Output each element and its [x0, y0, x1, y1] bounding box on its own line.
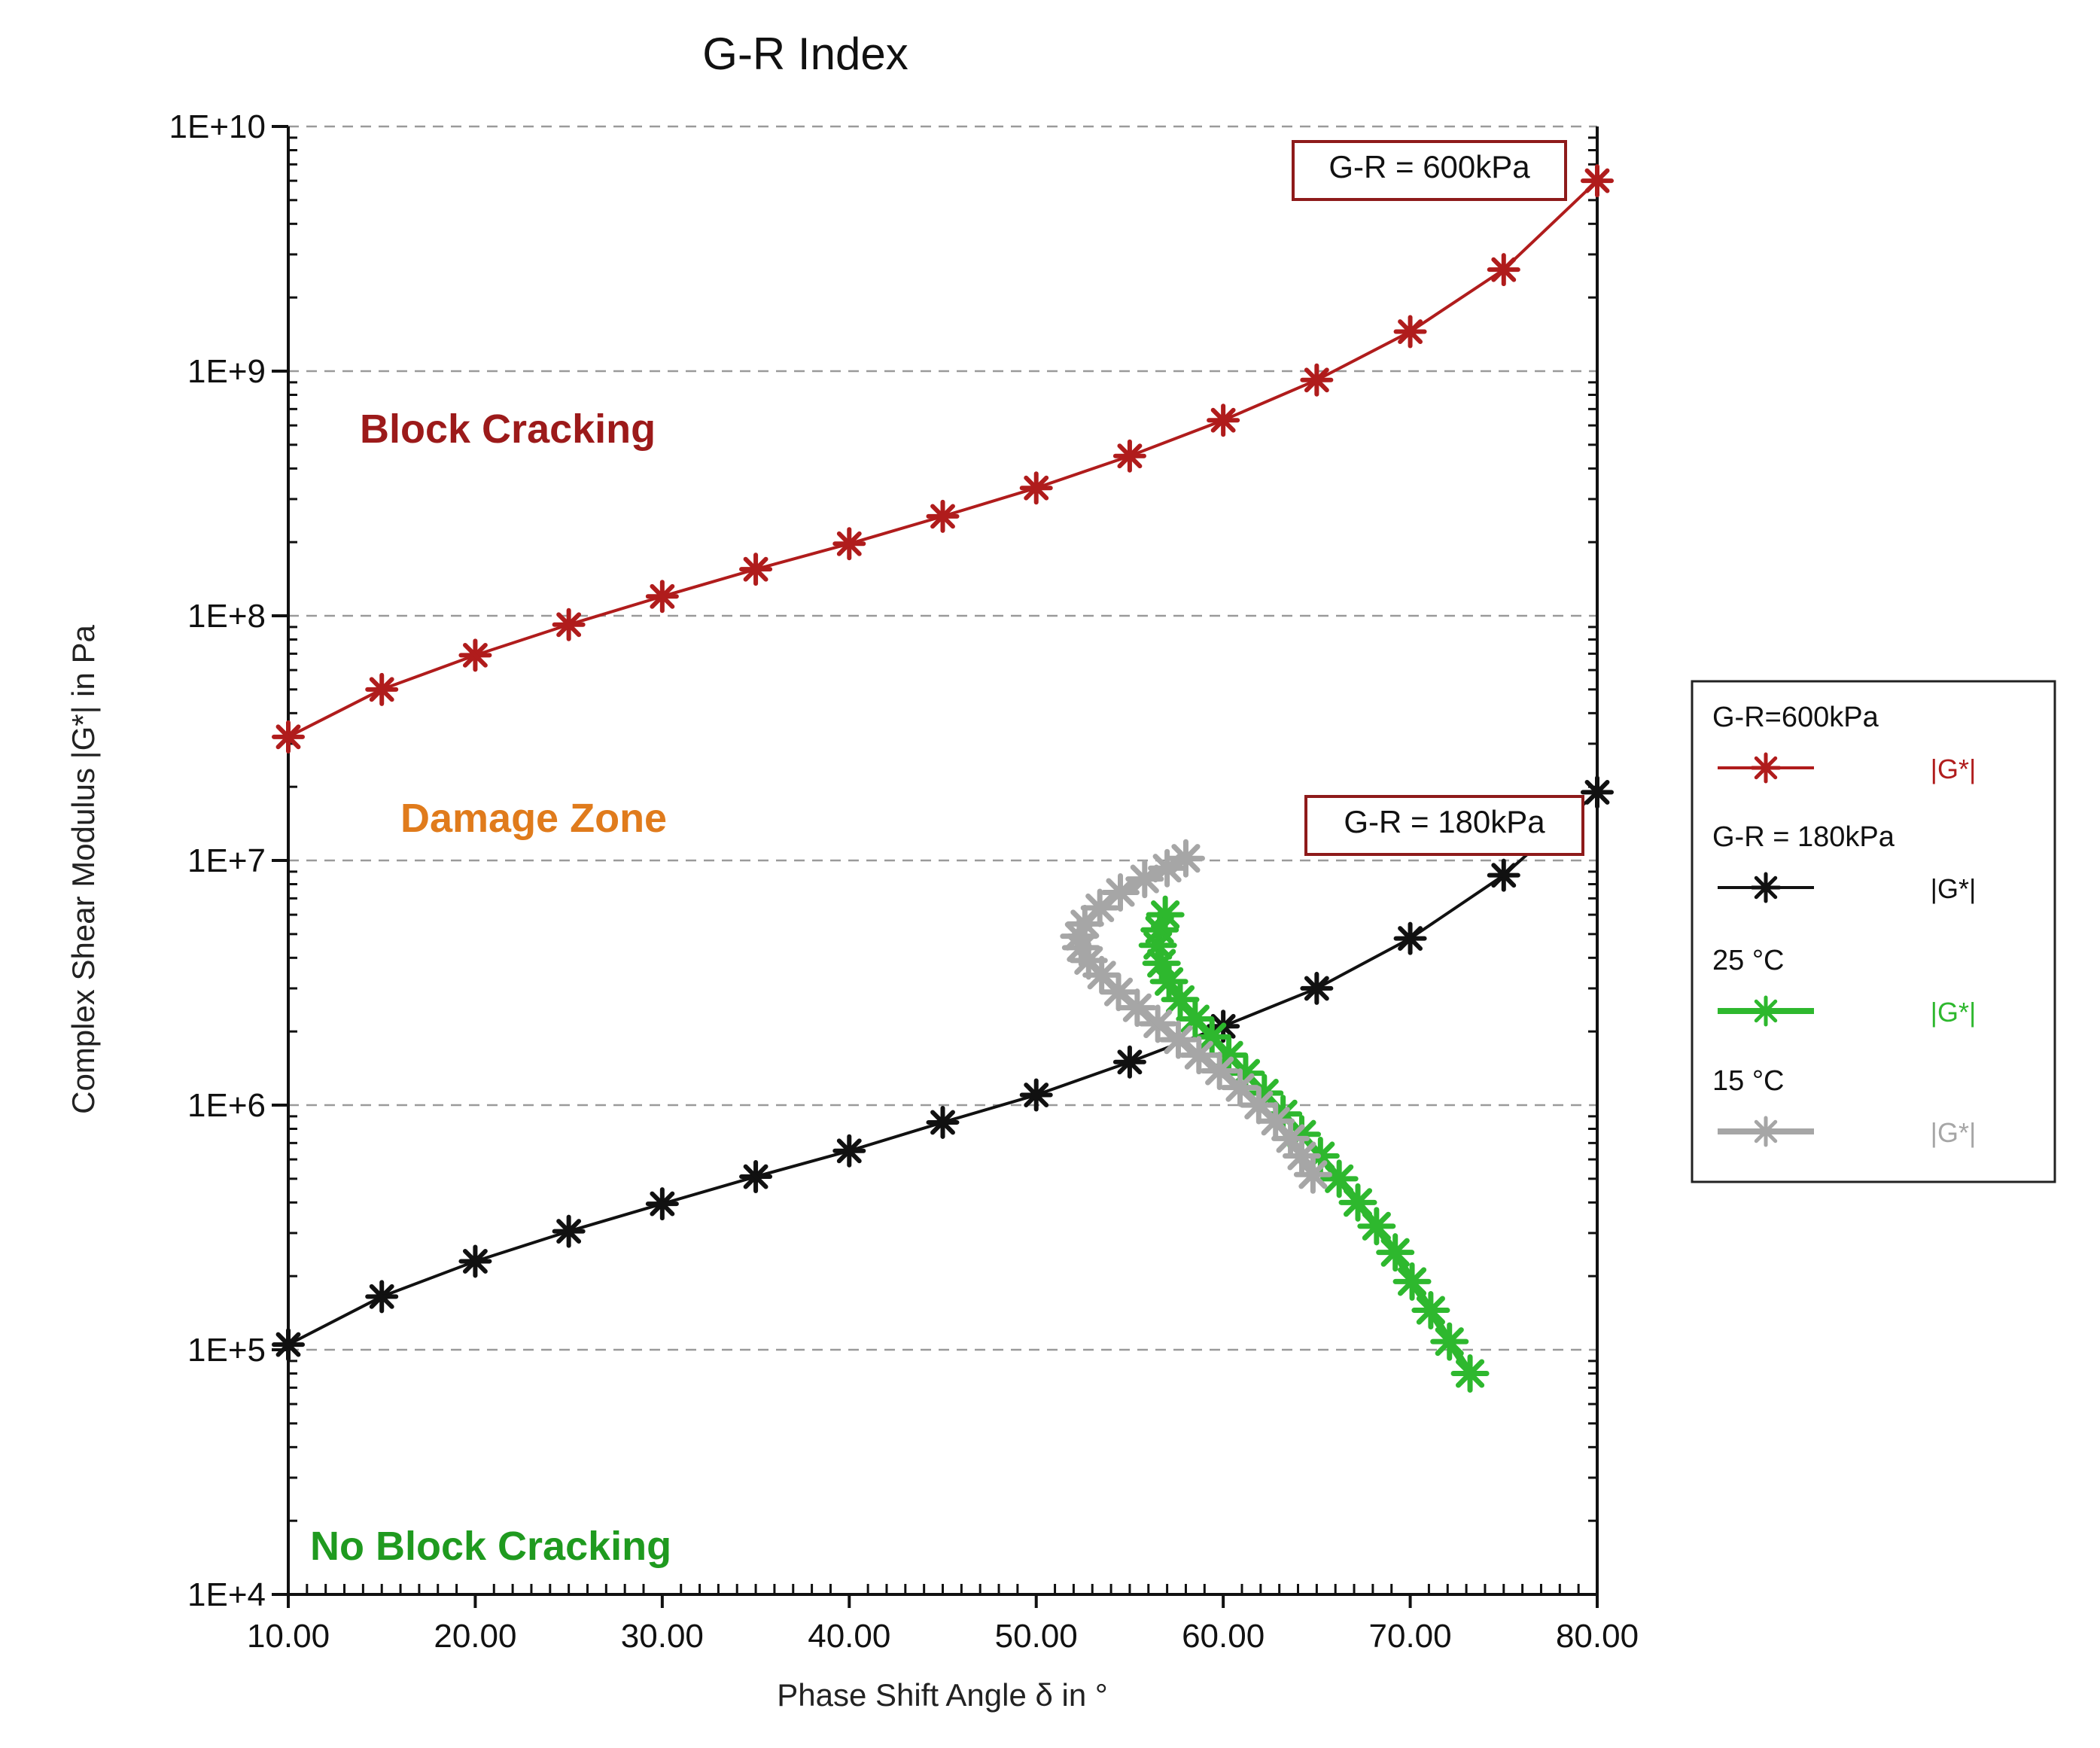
data-point — [926, 499, 960, 533]
series-3 — [1060, 839, 1332, 1194]
x-tick-label: 80.00 — [1556, 1618, 1639, 1655]
data-point — [272, 1328, 305, 1362]
data-point — [1161, 980, 1200, 1019]
data-point — [1319, 1159, 1359, 1198]
data-point — [552, 1214, 586, 1248]
legend-value: |G*| — [1931, 754, 1977, 784]
data-point — [832, 527, 866, 561]
legend-frame — [1691, 680, 2056, 1183]
data-point — [1179, 1036, 1219, 1075]
annotation-box-600kpa — [1292, 140, 1567, 201]
data-point — [926, 1105, 960, 1139]
data-point — [1487, 858, 1520, 892]
data-point — [1112, 439, 1146, 473]
data-point — [458, 1244, 492, 1278]
data-point — [1450, 1354, 1490, 1393]
y-tick-label: 1E+8 — [187, 598, 266, 635]
x-tick-label: 70.00 — [1369, 1618, 1452, 1655]
data-point — [1392, 1262, 1432, 1301]
x-tick-label: 50.00 — [995, 1618, 1078, 1655]
data-point — [1750, 995, 1782, 1027]
y-tick-label: 1E+7 — [187, 842, 266, 879]
data-point — [1393, 921, 1427, 955]
series-layer — [272, 164, 1614, 1393]
data-point — [1293, 1155, 1332, 1194]
x-tick-label: 10.00 — [247, 1618, 330, 1655]
data-point — [739, 553, 773, 586]
data-point — [1101, 872, 1140, 912]
data-point — [1750, 752, 1782, 784]
data-point — [272, 720, 305, 754]
legend-value: |G*| — [1931, 997, 1977, 1028]
data-point — [1019, 1078, 1053, 1112]
x-tick-label: 30.00 — [621, 1618, 704, 1655]
data-point — [1581, 775, 1614, 809]
data-point — [1411, 1291, 1450, 1330]
data-point — [1338, 1183, 1377, 1222]
data-point — [1138, 1004, 1177, 1043]
data-point — [1200, 1052, 1239, 1091]
y-tick-label: 1E+5 — [187, 1332, 266, 1369]
axis-layer: 1E+4 1E+5 1E+6 1E+7 1E+8 1E+9 1E+10 10.00 20.00 3… — [169, 108, 1639, 1655]
data-point — [1118, 988, 1157, 1028]
y-tick-label: 1E+9 — [187, 353, 266, 390]
data-point — [365, 1280, 399, 1314]
data-point — [645, 1187, 679, 1221]
series-0 — [272, 164, 1614, 754]
legend-value: |G*| — [1931, 873, 1977, 904]
data-point — [1019, 471, 1053, 505]
data-point — [1376, 1233, 1415, 1272]
annotation-label-180kpa: G-R = 180kPa — [1344, 804, 1545, 839]
chart-title: G-R Index — [702, 29, 908, 79]
data-point — [739, 1160, 773, 1194]
data-point — [1159, 1020, 1198, 1059]
x-tick-label: 60.00 — [1182, 1618, 1265, 1655]
data-point — [1207, 404, 1240, 437]
data-point — [1487, 253, 1520, 287]
annotation-label-600kpa: G-R = 600kPa — [1328, 149, 1530, 184]
data-point — [1300, 363, 1334, 397]
zone-label-no-block-cracking: No Block Cracking — [310, 1524, 671, 1569]
data-point — [1393, 315, 1427, 349]
y-axis-title: Complex Shear Modulus |G*| in Pa — [65, 624, 101, 1113]
data-point — [1221, 1068, 1260, 1107]
data-point — [365, 672, 399, 706]
data-point — [458, 638, 492, 672]
data-point — [1112, 1045, 1146, 1079]
data-point — [1750, 872, 1782, 903]
data-point — [645, 580, 679, 614]
x-tick-label: 40.00 — [808, 1618, 890, 1655]
data-point — [1300, 971, 1334, 1005]
data-point — [1581, 164, 1614, 198]
legend: G-R=600kPa |G*| G-R = 180kPa |G*| 25 °C |G*| 1… — [1691, 680, 2056, 1183]
legend-value: |G*| — [1931, 1117, 1977, 1148]
data-point — [832, 1134, 866, 1168]
legend-label: G-R = 180kPa — [1712, 821, 1895, 853]
legend-label: G-R=600kPa — [1712, 702, 1879, 733]
data-point — [1750, 1116, 1782, 1147]
x-axis-title: Phase Shift Angle δ in ° — [777, 1677, 1107, 1713]
legend-label: 25 °C — [1712, 945, 1784, 976]
annotation-box-180kpa — [1304, 795, 1584, 856]
data-point — [1430, 1322, 1469, 1361]
data-point — [1357, 1207, 1396, 1246]
zone-label-block-cracking: Block Cracking — [360, 407, 656, 452]
legend-label: 15 °C — [1712, 1065, 1784, 1097]
data-point — [552, 608, 586, 641]
grid-layer — [288, 125, 1597, 1351]
zone-label-damage-zone: Damage Zone — [400, 796, 667, 841]
x-tick-label: 20.00 — [434, 1618, 516, 1655]
y-tick-label: 1E+10 — [169, 108, 266, 145]
y-tick-label: 1E+6 — [187, 1087, 266, 1124]
y-tick-label: 1E+4 — [187, 1576, 266, 1613]
